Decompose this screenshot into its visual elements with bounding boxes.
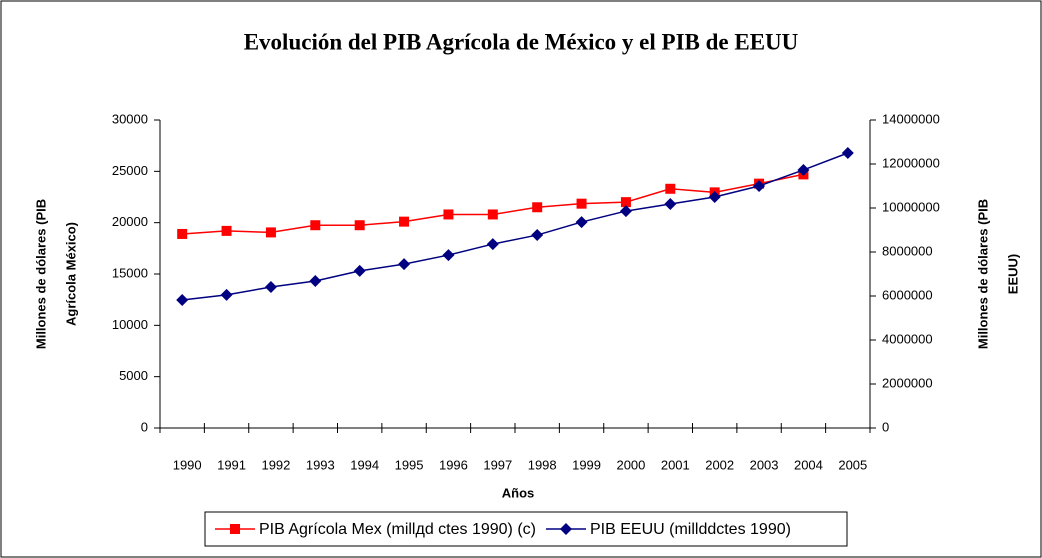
x-tick-label: 1991 <box>217 457 246 472</box>
x-tick-label: 1992 <box>261 457 290 472</box>
x-tick-label: 1990 <box>173 457 202 472</box>
y2-axis-label: Millones de dólares (PIB EEUU) <box>975 199 1020 349</box>
x-tick-label: 1997 <box>483 457 512 472</box>
legend-label: PIB EEUU (millddctes 1990) <box>590 521 791 538</box>
marker <box>220 288 233 301</box>
y2-axis-label-line: Millones de dólares (PIB <box>975 199 990 349</box>
x-tick-label: 2002 <box>705 457 734 472</box>
y2-tick-label: 0 <box>882 419 889 434</box>
y-tick-label: 15000 <box>112 265 148 280</box>
x-tick-label: 1996 <box>439 457 468 472</box>
marker <box>559 523 572 535</box>
marker <box>708 191 721 203</box>
x-tick-label: 2001 <box>661 457 690 472</box>
x-tick-label: 2005 <box>838 457 867 472</box>
marker <box>753 180 766 192</box>
x-tick-label: 1995 <box>395 457 424 472</box>
y-tick-label: 10000 <box>112 317 148 332</box>
y-axis-label-line: Agrícola México) <box>63 222 78 326</box>
marker <box>664 198 677 211</box>
marker <box>575 216 588 229</box>
y-tick-label: 5000 <box>119 368 148 383</box>
y2-tick-label: 2000000 <box>882 375 933 390</box>
marker <box>576 198 587 209</box>
marker <box>665 183 676 194</box>
marker <box>221 225 232 236</box>
y-tick-label: 0 <box>141 419 148 434</box>
marker <box>177 228 188 239</box>
marker <box>620 197 631 208</box>
marker <box>532 202 543 213</box>
x-tick-label: 2004 <box>794 457 823 472</box>
y2-tick-label: 12000000 <box>882 155 940 170</box>
y2-tick-label: 14000000 <box>882 111 940 126</box>
marker <box>797 163 810 176</box>
y-axis-label: Millones de dólares (PIB Agrícola México… <box>33 199 78 349</box>
marker <box>841 147 854 159</box>
y-tick-label: 30000 <box>112 111 148 126</box>
marker <box>531 229 544 242</box>
legend-box <box>204 511 848 547</box>
y2-tick-label: 6000000 <box>882 287 933 302</box>
x-tick-label: 1999 <box>572 457 601 472</box>
chart-title: Evolución del PIB Agrícola de México y e… <box>244 29 799 54</box>
y2-axis-label-line: EEUU) <box>1005 254 1020 294</box>
marker <box>354 220 365 231</box>
marker <box>443 209 454 220</box>
marker <box>619 205 632 218</box>
marker <box>442 249 455 262</box>
marker <box>486 238 499 251</box>
x-tick-label: 1994 <box>350 457 379 472</box>
y2-tick-label: 10000000 <box>882 199 940 214</box>
x-tick-label: 2003 <box>750 457 779 472</box>
series-line <box>182 152 849 301</box>
marker <box>264 280 277 293</box>
y2-tick-label: 4000000 <box>882 331 933 346</box>
marker <box>353 264 366 277</box>
x-tick-label: 1998 <box>528 457 557 472</box>
marker <box>487 209 498 220</box>
y-axis-label-line: Millones de dólares (PIB <box>33 199 48 349</box>
x-tick-label: 1993 <box>306 457 335 472</box>
marker <box>398 258 411 271</box>
x-axis-label: Años <box>502 485 535 500</box>
marker <box>265 227 276 238</box>
marker <box>176 293 189 306</box>
marker <box>399 216 410 227</box>
y-tick-label: 25000 <box>112 163 148 178</box>
marker <box>310 220 321 231</box>
y-tick-label: 20000 <box>112 214 148 229</box>
y2-tick-label: 8000000 <box>882 243 933 258</box>
marker <box>309 275 322 288</box>
marker <box>230 524 240 534</box>
legend-label: PIB Agrícola Mex (millдd ctes 1990) (c) <box>259 521 536 538</box>
x-tick-label: 2000 <box>616 457 645 472</box>
